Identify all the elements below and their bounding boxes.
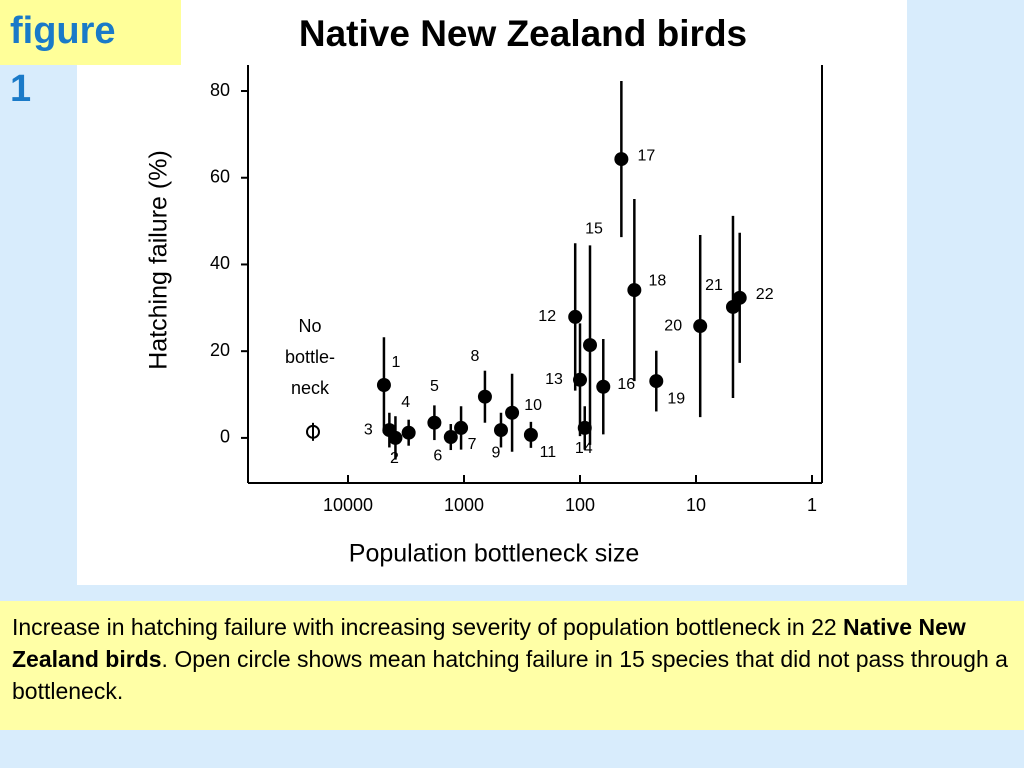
point-label: 21 (705, 277, 723, 294)
point (614, 152, 629, 167)
point-label: 3 (364, 421, 373, 438)
point-label: 2 (390, 450, 399, 467)
reference-label: No (298, 316, 321, 336)
chart: Native New Zealand birds Population bott… (145, 13, 823, 568)
point (427, 415, 442, 430)
point (493, 423, 508, 438)
x-tick-label: 1000 (444, 495, 484, 515)
point-label: 4 (401, 394, 410, 411)
point-label: 10 (524, 397, 542, 414)
point (477, 389, 492, 404)
point-label: 11 (540, 444, 557, 461)
figure-label: figure (10, 10, 116, 52)
y-tick-label: 0 (220, 427, 230, 447)
point (577, 420, 592, 435)
point-label: 13 (545, 371, 563, 388)
x-tick-label: 1 (807, 495, 817, 515)
point-label: 1 (391, 354, 400, 371)
point-label: 8 (470, 348, 479, 365)
figure-number: 1 (10, 68, 32, 110)
point (376, 378, 391, 393)
point-label: 14 (575, 440, 593, 457)
y-tick-label: 20 (210, 340, 230, 360)
point (454, 420, 469, 435)
point (443, 430, 458, 445)
point (596, 379, 611, 394)
y-axis-label: Hatching failure (%) (145, 150, 173, 370)
point (523, 427, 538, 442)
point (382, 423, 397, 438)
x-axis-label: Population bottleneck size (349, 540, 639, 568)
point-label: 18 (648, 272, 666, 289)
point-label: 5 (430, 378, 439, 395)
x-tick-label: 100 (565, 495, 595, 515)
point-label: 16 (617, 376, 635, 393)
point-label: 20 (664, 317, 682, 334)
x-tick-label: 10000 (323, 495, 373, 515)
point (401, 425, 416, 440)
chart-title: Native New Zealand birds (299, 13, 747, 54)
point (573, 372, 588, 387)
point-label: 17 (637, 147, 655, 164)
point-label: 12 (538, 308, 556, 325)
point (583, 338, 598, 353)
point (732, 290, 747, 305)
reference-label: bottle- (285, 347, 335, 367)
caption-box: Increase in hatching failure with increa… (0, 601, 1024, 730)
point (568, 309, 583, 324)
point-label: 19 (667, 390, 685, 407)
point-label: 22 (756, 286, 774, 303)
point (505, 405, 520, 420)
reference-label: neck (291, 378, 330, 398)
point-label: 9 (492, 444, 501, 461)
point-label: 7 (468, 436, 477, 453)
y-tick-label: 60 (210, 166, 230, 186)
x-tick-label: 10 (686, 495, 706, 515)
chart-panel (77, 0, 907, 585)
caption-text: Increase in hatching failure with increa… (12, 614, 844, 640)
y-tick-label: 80 (210, 80, 230, 100)
point-label: 6 (433, 447, 442, 464)
point (693, 319, 708, 334)
figure-box (0, 0, 181, 65)
caption-text: . Open circle shows mean hatching failur… (12, 646, 1008, 704)
caption-bold: Native New Zealand birds (12, 614, 966, 672)
y-tick-label: 40 (210, 253, 230, 273)
caption: Increase in hatching failure with increa… (0, 601, 1024, 717)
point-label: 15 (585, 220, 603, 237)
point (649, 374, 664, 389)
point (627, 283, 642, 298)
